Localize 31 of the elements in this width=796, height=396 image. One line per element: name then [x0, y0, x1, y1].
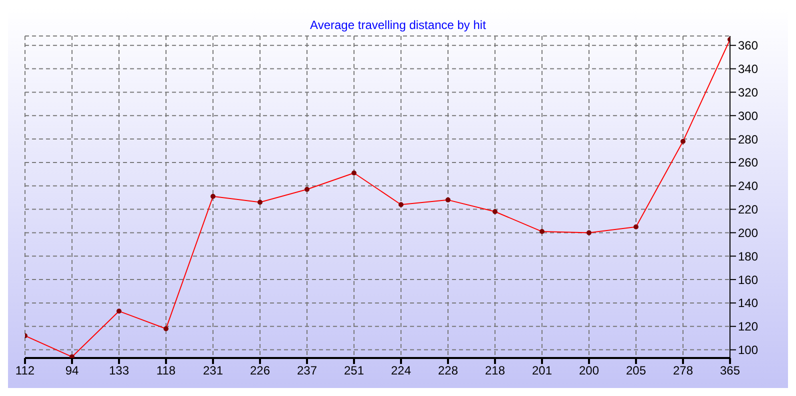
- y-tick-label: 280: [738, 132, 758, 146]
- x-tick-label: 133: [108, 364, 130, 378]
- y-tick-label: 160: [738, 272, 758, 287]
- x-tick-label: 251: [344, 364, 364, 378]
- y-tick-label: 240: [738, 179, 758, 194]
- y-tick-label: 340: [738, 62, 758, 76]
- y-tick-label: 300: [738, 108, 758, 123]
- x-tick-label: 200: [578, 364, 600, 378]
- x-tick-label: 278: [672, 364, 694, 378]
- x-tick-label: 237: [296, 364, 318, 378]
- x-tick-label: 224: [390, 364, 412, 378]
- chart-title: Average travelling distance by hit: [309, 18, 487, 32]
- y-tick-label: 260: [738, 156, 758, 170]
- x-tick-label: 112: [15, 364, 35, 378]
- x-tick-label: 228: [438, 364, 458, 378]
- x-tick-label: 118: [156, 364, 176, 378]
- y-tick-label: 100: [738, 343, 758, 358]
- x-tick-label: 231: [202, 364, 224, 378]
- y-tick-label: 140: [738, 296, 758, 310]
- y-tick-label: 180: [738, 249, 758, 264]
- y-tick-label: 220: [738, 202, 758, 217]
- y-tick-label: 120: [738, 320, 758, 334]
- y-tick-label: 200: [738, 226, 758, 240]
- x-tick-label: 365: [720, 364, 740, 378]
- x-tick-label: 226: [250, 364, 270, 378]
- x-tick-label: 94: [65, 364, 79, 378]
- y-tick-label: 320: [738, 85, 758, 100]
- x-tick-label: 205: [626, 364, 646, 378]
- y-tick-label: 360: [738, 38, 758, 53]
- x-tick-label: 201: [532, 364, 552, 378]
- x-tick-label: 218: [484, 364, 506, 378]
